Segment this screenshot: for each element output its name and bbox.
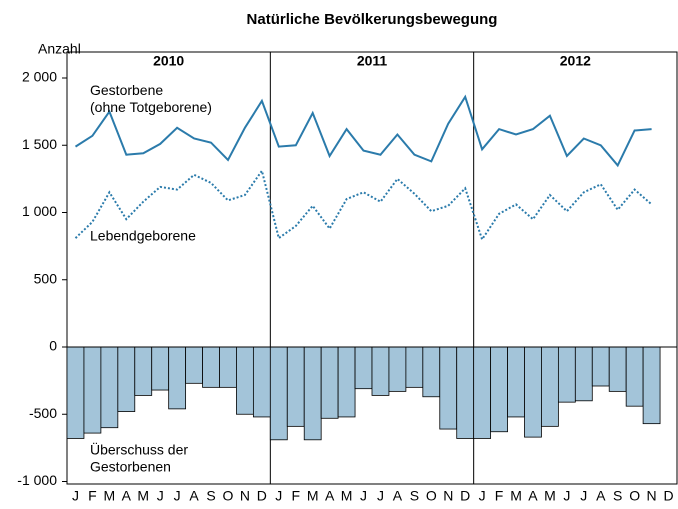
bar <box>286 346 305 427</box>
annotation: Gestorbene <box>90 82 163 98</box>
bar <box>473 346 492 439</box>
bar <box>507 346 525 418</box>
x-tick-label: S <box>206 488 215 504</box>
y-tick-label: 1 000 <box>22 203 57 219</box>
bar <box>219 346 237 388</box>
x-tick-label: D <box>460 488 470 504</box>
x-tick-label: M <box>104 488 116 504</box>
bar <box>456 346 475 439</box>
bar <box>151 346 170 391</box>
bar <box>371 346 390 396</box>
x-tick-label: D <box>257 488 267 504</box>
bar <box>320 346 339 419</box>
x-tick-label: N <box>240 488 250 504</box>
x-tick-label: A <box>325 488 335 504</box>
bar <box>66 346 85 439</box>
bar <box>168 346 187 410</box>
annotation: Überschuss der <box>90 440 188 457</box>
x-tick-label: M <box>544 488 556 504</box>
x-tick-label: S <box>410 488 419 504</box>
bar <box>608 346 627 392</box>
line <box>74 168 653 242</box>
line <box>74 94 652 168</box>
year-label: 2010 <box>153 53 184 69</box>
x-tick-label: J <box>563 488 570 504</box>
plot-frame <box>66 51 678 485</box>
x-tick-label: J <box>360 488 367 504</box>
y-tick-label: -500 <box>29 405 57 421</box>
x-tick-label: A <box>393 488 403 504</box>
y-axis-label: Anzahl <box>38 41 81 57</box>
bar <box>625 346 644 407</box>
bar <box>557 346 576 403</box>
bar <box>422 346 441 398</box>
x-tick-label: F <box>291 488 300 504</box>
x-tick-label: J <box>275 488 282 504</box>
bar <box>252 346 271 418</box>
x-tick-label: M <box>510 488 522 504</box>
x-tick-label: J <box>377 488 384 504</box>
bar <box>83 346 102 434</box>
year-label: 2012 <box>560 53 591 69</box>
bar <box>574 346 593 402</box>
y-tick-label: 2 000 <box>22 69 57 85</box>
annotation: Gestorbenen <box>90 458 171 474</box>
x-tick-label: S <box>613 488 622 504</box>
bar <box>303 346 322 441</box>
y-tick-label: 500 <box>34 270 58 286</box>
bar <box>591 346 610 387</box>
x-tick-label: O <box>223 488 234 504</box>
bar <box>202 346 220 388</box>
x-tick-label: A <box>596 488 606 504</box>
chart-title: Natürliche Bevölkerungsbewegung <box>247 11 498 28</box>
bar <box>490 346 508 433</box>
y-tick-label: 1 500 <box>22 136 57 152</box>
x-tick-label: J <box>174 488 181 504</box>
bar <box>354 346 373 390</box>
x-tick-label: D <box>663 488 673 504</box>
x-tick-label: J <box>479 488 486 504</box>
bar <box>388 346 407 392</box>
bar <box>642 346 661 425</box>
x-tick-label: J <box>580 488 587 504</box>
bar <box>541 346 559 427</box>
x-tick-label: A <box>122 488 132 504</box>
annotation: (ohne Totgeborene) <box>90 99 212 115</box>
x-tick-label: O <box>426 488 437 504</box>
x-tick-label: N <box>443 488 453 504</box>
bar <box>100 346 119 429</box>
x-tick-label: N <box>647 488 657 504</box>
x-tick-label: M <box>341 488 353 504</box>
bar <box>337 346 356 418</box>
x-tick-label: A <box>189 488 199 504</box>
bar <box>117 346 136 412</box>
bar <box>269 346 288 441</box>
bar <box>236 346 254 415</box>
x-tick-label: F <box>495 488 504 504</box>
bar <box>405 346 424 388</box>
x-tick-label: F <box>88 488 97 504</box>
bar <box>439 346 458 430</box>
y-tick-label: 0 <box>49 338 57 354</box>
x-tick-label: M <box>137 488 149 504</box>
bar <box>185 346 203 384</box>
bar <box>524 346 542 438</box>
x-tick-label: J <box>157 488 164 504</box>
bar <box>134 346 153 396</box>
x-tick-label: J <box>72 488 79 504</box>
x-tick-label: A <box>528 488 538 504</box>
y-tick-label: -1 000 <box>17 472 57 488</box>
x-tick-label: O <box>629 488 640 504</box>
x-tick-label: M <box>307 488 319 504</box>
year-label: 2011 <box>357 53 388 69</box>
annotation: Lebendgeborene <box>90 227 196 243</box>
